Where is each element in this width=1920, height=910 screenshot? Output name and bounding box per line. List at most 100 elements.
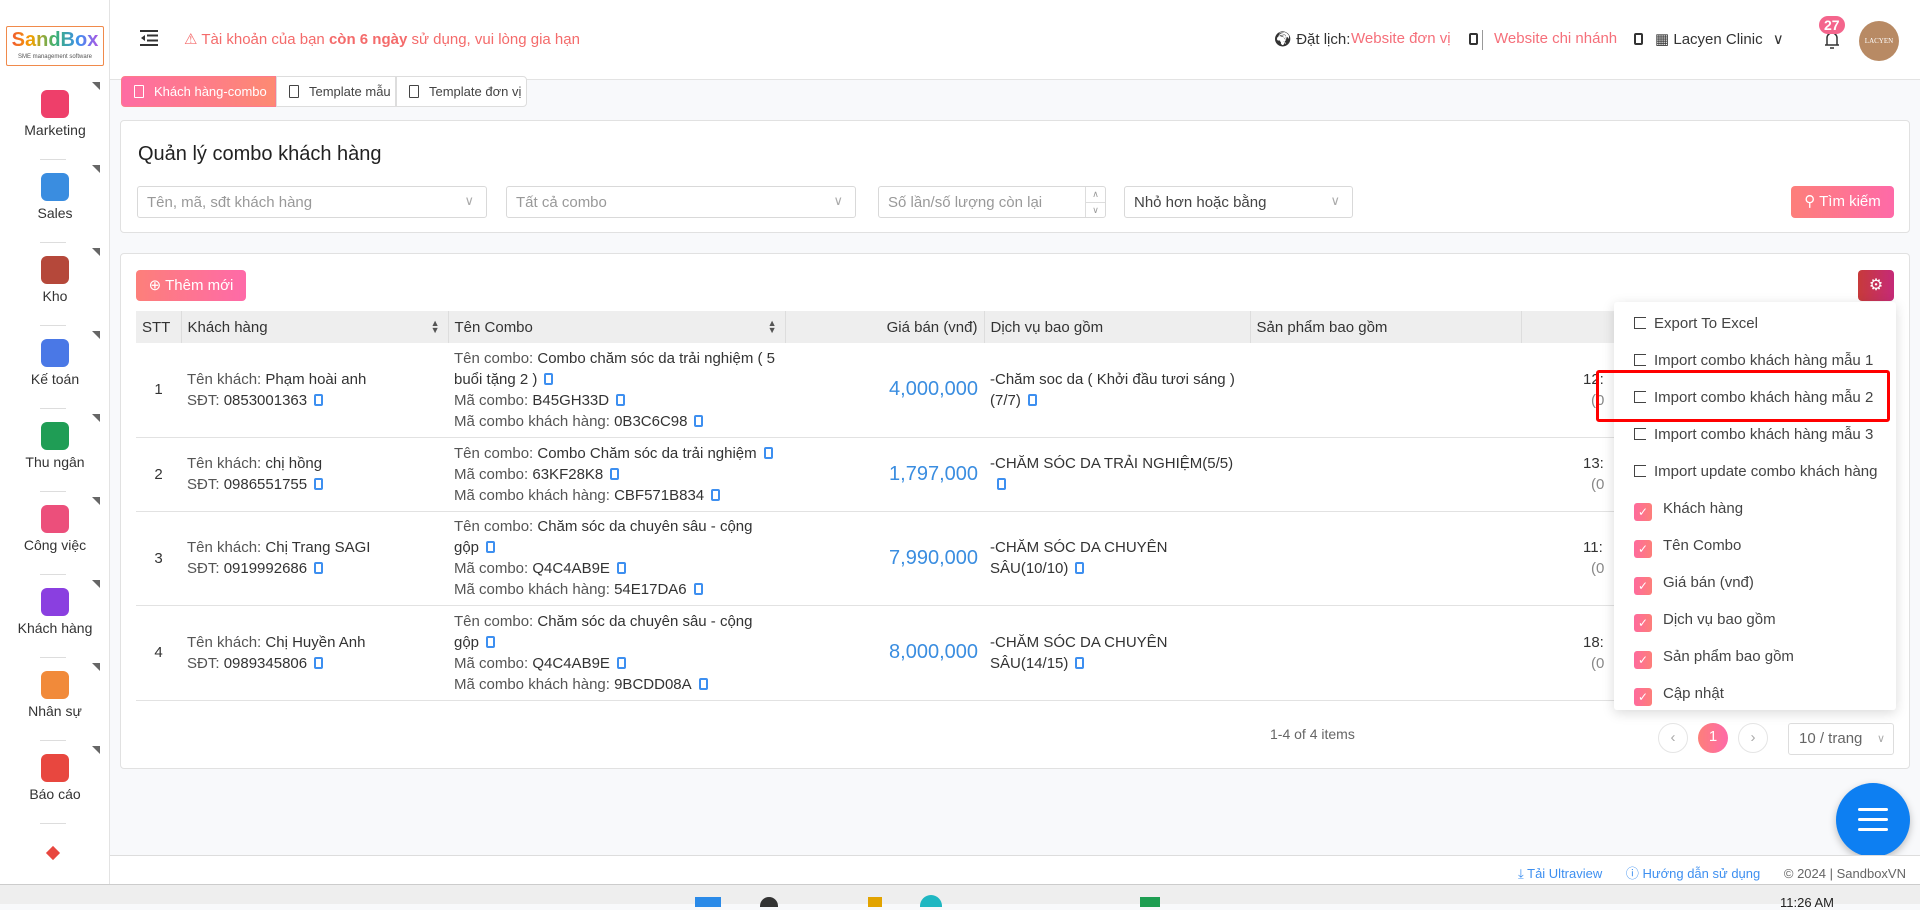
product-cell: [1250, 343, 1521, 438]
divider: [1482, 30, 1483, 50]
edge-icon[interactable]: [920, 895, 942, 907]
tab-template-mau[interactable]: Template mẫu: [276, 76, 396, 107]
search-icon: ⚲: [1804, 193, 1816, 210]
checkbox-checked-icon[interactable]: ✓: [1634, 651, 1652, 669]
checkbox-checked-icon[interactable]: ✓: [1634, 577, 1652, 595]
import-menu-item[interactable]: Import combo khách hàng mẫu 2: [1614, 379, 1896, 416]
column-toggle[interactable]: ✓ Giá bán (vnđ): [1614, 564, 1896, 601]
website-unit-link[interactable]: Website đơn vị: [1351, 30, 1451, 47]
expand-caret-icon: [92, 497, 100, 505]
tab-template-don-vi[interactable]: Template đơn vị: [396, 76, 527, 107]
column-header-4: Dịch vụ bao gồm: [984, 311, 1251, 343]
floating-menu-button[interactable]: [1836, 783, 1910, 857]
chevron-down-icon: ∨: [464, 193, 474, 208]
copy-icon[interactable]: [1469, 33, 1478, 45]
chevron-down-icon: ∨: [1772, 31, 1784, 48]
copy-icon[interactable]: [997, 478, 1006, 490]
download-ultraview-link[interactable]: ⤓ Tải Ultraview: [1517, 866, 1603, 881]
search-taskbar-icon[interactable]: [760, 897, 778, 907]
people-icon: [41, 671, 69, 699]
column-toggle[interactable]: ✓ Dịch vụ bao gồm: [1614, 601, 1896, 638]
prev-page-button[interactable]: ‹: [1658, 723, 1688, 753]
column-header-1[interactable]: Khách hàng ▲ ▼: [181, 311, 449, 343]
copy-icon[interactable]: [314, 393, 324, 406]
import-menu-item[interactable]: Import update combo khách hàng: [1614, 453, 1896, 490]
checkbox-checked-icon[interactable]: ✓: [1634, 688, 1652, 706]
logo[interactable]: SandBox SME management software: [6, 26, 104, 66]
sort-icon[interactable]: ▲ ▼: [430, 318, 440, 335]
folder-icon[interactable]: [868, 897, 882, 907]
column-toggle[interactable]: ✓ Cập nhật: [1614, 675, 1896, 712]
checkbox-checked-icon[interactable]: ✓: [1634, 540, 1652, 558]
column-header-2[interactable]: Tên Combo ▲ ▼: [448, 311, 786, 343]
copy-icon[interactable]: [616, 562, 626, 574]
divider: [40, 574, 66, 575]
customer-search-input[interactable]: Tên, mã, sđt khách hàng ∨: [137, 186, 487, 218]
column-toggle[interactable]: ✓ Sản phẩm bao gồm: [1614, 638, 1896, 675]
combo-select[interactable]: Tất cả combo ∨: [506, 186, 856, 218]
avatar[interactable]: LACYEN: [1859, 21, 1899, 61]
divider: [40, 408, 66, 409]
service-cell: -CHĂM SÓC DA CHUYÊN SÂU(10/10): [984, 511, 1250, 606]
checkbox-checked-icon[interactable]: ✓: [1634, 503, 1652, 521]
website-branch-link[interactable]: Website chi nhánh: [1494, 30, 1618, 47]
copy-icon[interactable]: [711, 488, 721, 501]
clinic-selector[interactable]: ▦ Lacyen Clinic ∨: [1655, 31, 1784, 48]
export-excel-menu-item[interactable]: Export To Excel: [1614, 305, 1896, 342]
copy-icon[interactable]: [763, 446, 773, 459]
user-guide-link[interactable]: ⓘ Hướng dẫn sử dụng: [1625, 866, 1761, 881]
copy-icon[interactable]: [616, 656, 626, 669]
column-header-3: Giá bán (vnđ): [785, 311, 985, 343]
import-menu-item[interactable]: Import combo khách hàng mẫu 3: [1614, 416, 1896, 453]
filter-card: Quản lý combo khách hàng Tên, mã, sđt kh…: [120, 120, 1910, 233]
copy-icon[interactable]: [314, 478, 324, 490]
copy-icon[interactable]: [1027, 393, 1037, 406]
import-icon: [1634, 354, 1646, 366]
column-header-5: Sản phẩm bao gồm: [1250, 311, 1522, 343]
copy-icon[interactable]: [694, 414, 704, 427]
copy-icon[interactable]: [616, 393, 626, 406]
divider: [40, 159, 66, 160]
sidebar-item-1[interactable]: Sales: [0, 159, 110, 242]
column-toggle[interactable]: ✓ Tên Combo: [1614, 527, 1896, 564]
import-menu-item[interactable]: Import combo khách hàng mẫu 1: [1614, 342, 1896, 379]
page-1-button[interactable]: 1: [1698, 723, 1728, 753]
copy-icon[interactable]: [314, 562, 324, 574]
copy-icon[interactable]: [610, 467, 620, 480]
number-stepper[interactable]: ∧ ∨: [1085, 187, 1105, 217]
checkbox-checked-icon[interactable]: ✓: [1634, 614, 1652, 632]
copy-icon[interactable]: [1634, 33, 1643, 45]
copy-icon[interactable]: [486, 541, 496, 553]
sidebar-item-8[interactable]: Báo cáo: [0, 740, 110, 823]
copy-icon[interactable]: [314, 656, 324, 669]
sidebar-item-2[interactable]: Kho: [0, 242, 110, 325]
column-toggle[interactable]: ✓ Khách hàng: [1614, 490, 1896, 527]
warehouse-icon: [41, 256, 69, 284]
copy-icon[interactable]: [698, 677, 708, 690]
add-new-button[interactable]: ⊕ Thêm mới: [136, 270, 246, 301]
next-page-button[interactable]: ›: [1738, 723, 1768, 753]
sidebar-item-5[interactable]: Công việc: [0, 491, 110, 574]
sidebar-item-6[interactable]: Khách hàng: [0, 574, 110, 657]
windows-start-icon[interactable]: [695, 897, 721, 907]
settings-button[interactable]: ⚙: [1858, 270, 1894, 301]
copy-icon[interactable]: [544, 372, 554, 385]
page-size-select[interactable]: 10 / trang ∨: [1788, 723, 1894, 755]
menu-toggle-icon[interactable]: [140, 30, 158, 46]
sidebar-item-3[interactable]: Kế toán: [0, 325, 110, 408]
help-icon: ⓘ: [1625, 866, 1639, 881]
sidebar-item-0[interactable]: Marketing: [0, 76, 110, 159]
sidebar-item-4[interactable]: Thu ngân: [0, 408, 110, 491]
copy-icon[interactable]: [1075, 562, 1085, 574]
tab-khach-hang-combo[interactable]: Khách hàng-combo: [121, 76, 276, 107]
copy-icon[interactable]: [693, 583, 703, 595]
sheets-icon[interactable]: [1140, 897, 1160, 907]
copy-icon[interactable]: [486, 635, 496, 648]
copy-icon[interactable]: [1075, 656, 1085, 669]
table-card: ⊕ Thêm mới ⚙ STT Khách hàng ▲ ▼ Tên Combo ▲ ▼ G…: [120, 253, 1910, 769]
compare-select[interactable]: Nhỏ hơn hoặc bằng ∨: [1124, 186, 1353, 218]
sort-icon[interactable]: ▲ ▼: [767, 318, 777, 335]
sidebar-item-7[interactable]: Nhân sự: [0, 657, 110, 740]
search-button[interactable]: ⚲ Tìm kiếm: [1791, 186, 1894, 218]
remaining-count-input[interactable]: Số lần/số lượng còn lại ∧ ∨: [878, 186, 1106, 218]
